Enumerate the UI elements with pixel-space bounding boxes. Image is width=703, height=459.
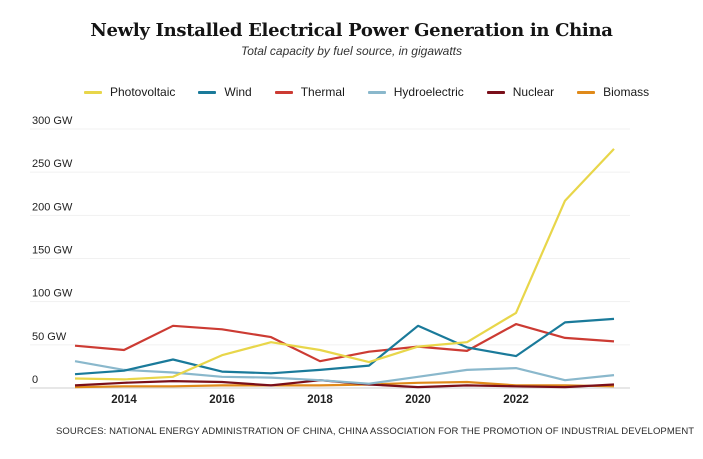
y-axis-ticks: 0 50 GW 100 GW 150 GW 200 GW 250 GW 300 GW — [32, 115, 73, 386]
series-line-wind — [74, 317, 615, 376]
x-tick-label: 2022 — [503, 394, 529, 406]
y-tick-label: 150 GW — [32, 245, 73, 257]
legend-label: Hydroelectric — [393, 85, 464, 99]
legend-item-nuclear: Nuclear — [486, 85, 555, 99]
legend-swatch — [84, 90, 102, 94]
legend-item-photovoltaic: Photovoltaic — [84, 85, 175, 99]
series-line-photovoltaic — [74, 148, 615, 381]
legend-item-wind: Wind — [198, 85, 252, 99]
chart-title: Newly Installed Electrical Power Generat… — [90, 20, 613, 41]
legend-label: Thermal — [300, 85, 345, 99]
x-tick-label: 2016 — [209, 394, 235, 406]
series-lines — [74, 148, 615, 389]
legend: Photovoltaic Wind Thermal Hydroelectric Nucl… — [84, 85, 672, 99]
legend-label: Biomass — [603, 85, 650, 99]
y-tick-label: 100 GW — [32, 288, 73, 300]
source-note: SOURCES: NATIONAL ENERGY ADMINISTRATION … — [56, 426, 695, 437]
chart-subtitle: Total capacity by fuel source, in gigawa… — [240, 44, 462, 58]
legend-item-hydroelectric: Hydroelectric — [367, 85, 464, 99]
legend-label: Nuclear — [512, 85, 555, 99]
gridlines — [30, 128, 630, 389]
legend-label: Wind — [224, 85, 252, 99]
legend-swatch — [577, 90, 596, 94]
legend-swatch — [367, 90, 386, 94]
legend-label: Photovoltaic — [110, 85, 176, 99]
y-tick-label: 50 GW — [32, 331, 67, 343]
legend-swatch — [486, 90, 505, 94]
legend-swatch — [274, 90, 293, 94]
x-tick-label: 2014 — [111, 394, 137, 406]
y-tick-label: 300 GW — [32, 115, 73, 127]
legend-item-thermal: Thermal — [274, 85, 345, 99]
legend-item-biomass: Biomass — [577, 85, 649, 99]
y-tick-label: 250 GW — [32, 158, 73, 170]
legend-swatch — [198, 90, 217, 94]
x-tick-label: 2020 — [405, 394, 431, 406]
series-line-hydroelectric — [74, 360, 615, 385]
y-tick-label: 0 — [32, 374, 38, 386]
x-tick-label: 2018 — [307, 394, 333, 406]
y-tick-label: 200 GW — [32, 201, 73, 213]
x-axis-ticks: 2014 2016 2018 2020 2022 — [111, 394, 529, 406]
